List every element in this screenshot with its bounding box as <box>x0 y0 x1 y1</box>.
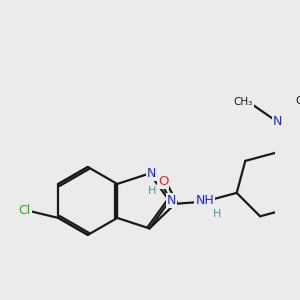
Text: CH₃: CH₃ <box>295 95 300 106</box>
Text: N: N <box>273 115 282 128</box>
Text: NH: NH <box>195 194 214 207</box>
Text: H: H <box>212 208 221 219</box>
Text: N: N <box>147 167 156 180</box>
Text: N: N <box>167 194 176 208</box>
Text: O: O <box>158 175 168 188</box>
Text: H: H <box>148 186 156 196</box>
Text: Cl: Cl <box>18 204 31 217</box>
Text: CH₃: CH₃ <box>234 97 253 107</box>
